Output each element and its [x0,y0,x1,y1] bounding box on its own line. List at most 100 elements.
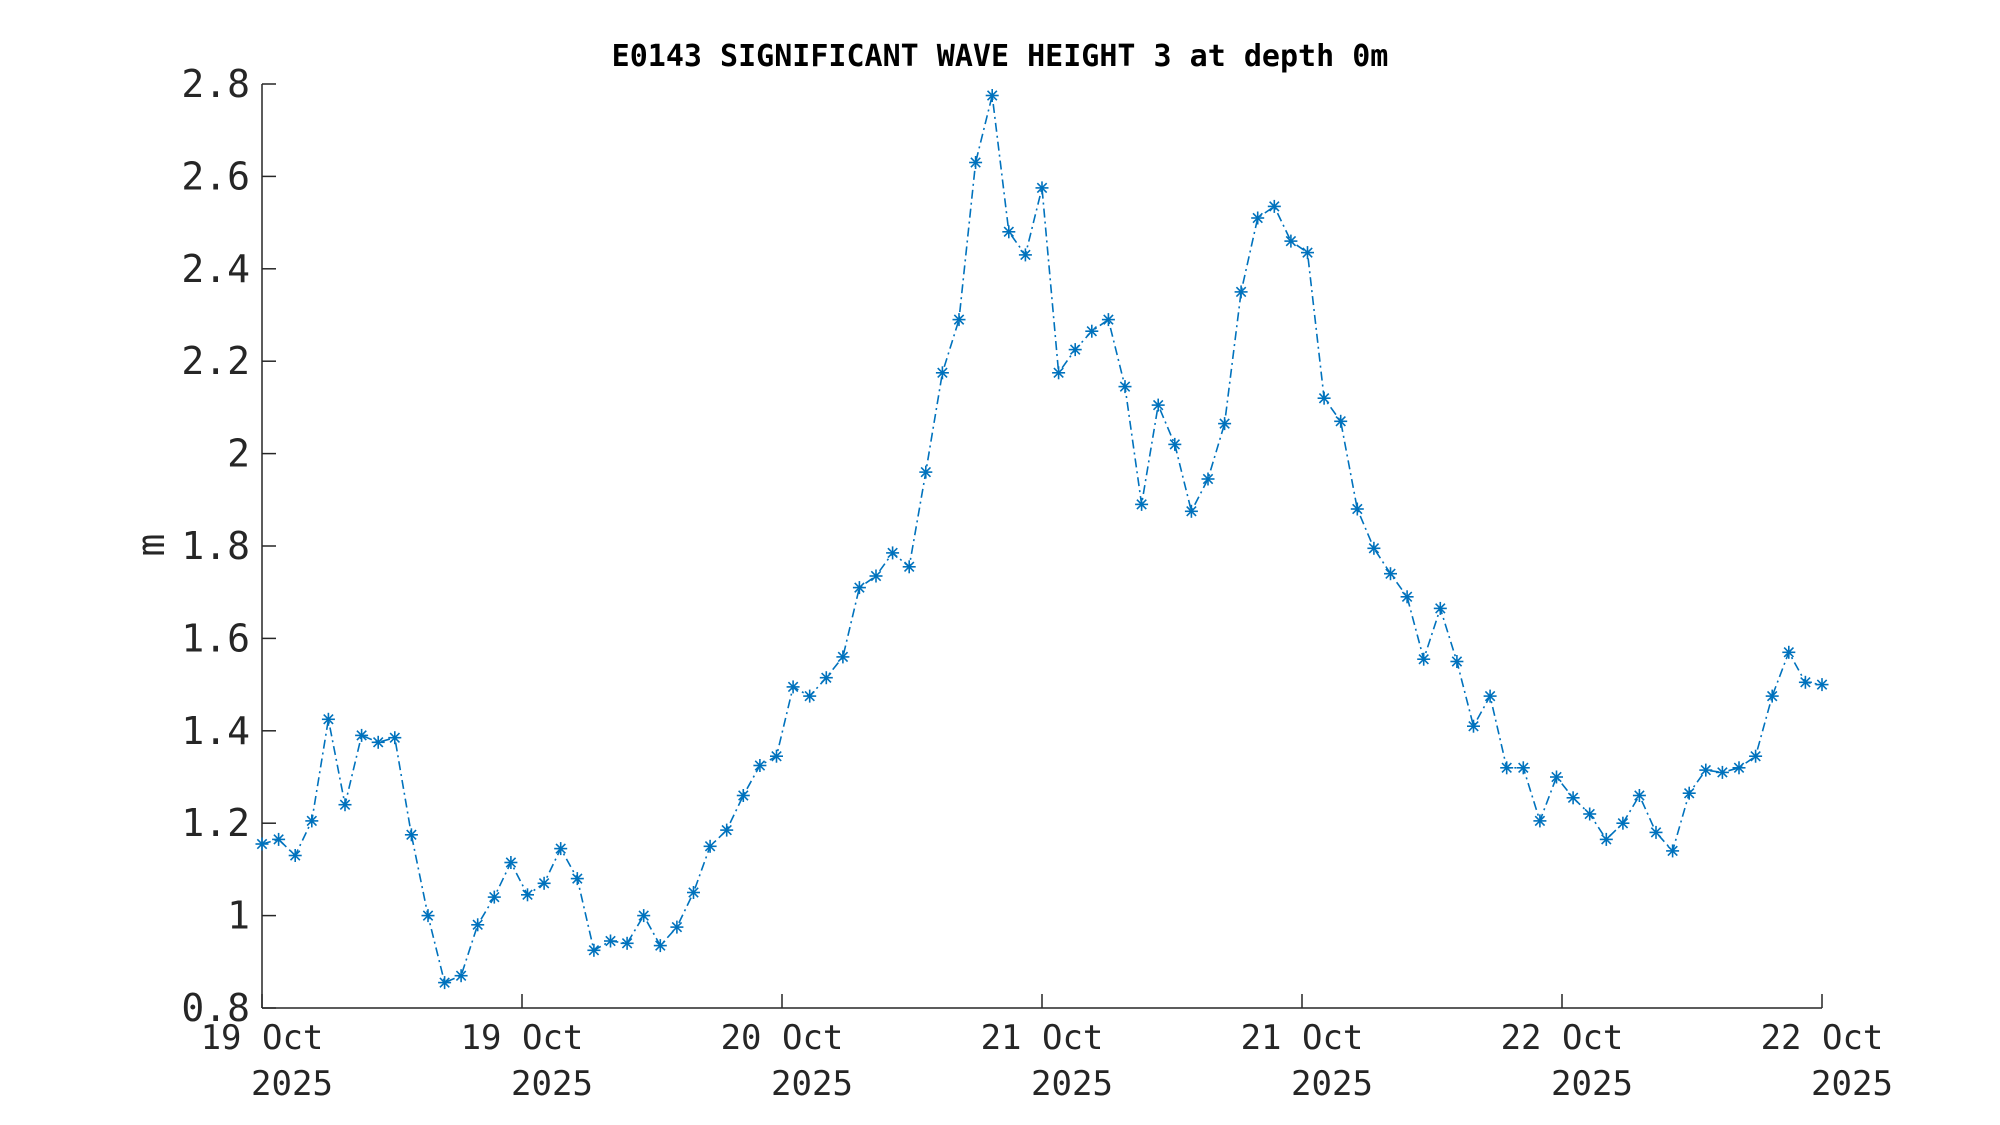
data-point [371,735,385,749]
data-point [487,890,501,904]
data-point [504,856,518,869]
data-point [1550,770,1563,784]
data-point [736,789,750,802]
data-point [1018,248,1032,262]
y-axis-label: m [129,534,173,557]
data-point [1749,749,1763,763]
data-point [803,689,817,703]
data-point [355,728,369,742]
x-tick-label-year: 2025 [1551,1064,1633,1104]
data-point [935,366,949,380]
y-tick-label: 2.2 [181,339,250,383]
data-point [852,581,866,595]
x-tick-label-year: 2025 [771,1064,853,1104]
x-tick-label-year: 2025 [1811,1064,1893,1104]
data-point [720,823,734,837]
x-tick-label-date: 22 Oct [1501,1018,1624,1058]
data-point [537,876,551,890]
data-point [1334,414,1348,428]
x-ticks: 19 Oct 2025 19 Oct 2025 20 Oct 2025 21 Oct 2025… [201,994,1893,1104]
data-point [288,849,302,862]
data-point [1500,761,1514,775]
y-tick-label: 2.8 [181,62,250,106]
data-point [985,89,999,102]
data-point [305,814,319,828]
data-point [1317,391,1331,405]
data-point [1201,472,1215,486]
data-point [272,832,286,846]
x-tick-label-date: 22 Oct [1761,1018,1884,1058]
data-point [1682,786,1696,800]
data-point [1616,816,1630,830]
data-point [1135,497,1149,511]
data-point [919,465,933,479]
data-point [1699,763,1713,777]
data-point [969,156,983,169]
data-point [1599,832,1613,846]
data-point [1184,504,1198,518]
data-point [1284,234,1298,248]
data-point [1218,417,1232,431]
y-tick-label: 1.6 [181,616,250,660]
data-point [1765,689,1779,703]
data-point [836,650,850,664]
data-point [1068,343,1082,357]
data-point [1649,825,1663,839]
data-point [1118,380,1132,394]
data-point [1101,313,1115,327]
data-point [1267,199,1281,213]
data-point [1483,689,1497,703]
data-point [1516,761,1530,775]
x-tick-label-date: 19 Oct [461,1018,584,1058]
data-point [869,569,883,583]
data-point [338,798,352,812]
data-point [952,313,966,327]
y-tick-label: 0.8 [181,986,250,1030]
x-tick-label-year: 2025 [511,1064,593,1104]
data-point [1400,590,1414,604]
data-point [902,560,916,574]
data-point [1002,225,1016,239]
data-point [321,712,335,726]
data-point [521,888,534,902]
data-point [570,872,584,886]
data-point [1052,366,1066,380]
data-point [1301,246,1314,260]
data-point [388,731,402,745]
data-point [1666,844,1680,858]
y-tick-label: 1 [227,894,250,938]
x-tick-label-date: 20 Oct [721,1018,844,1058]
y-tick-label: 1.2 [181,801,250,845]
y-tick-label: 1.4 [181,709,250,753]
data-point [1251,211,1265,225]
y-tick-label: 1.8 [181,524,250,568]
data-point [471,918,485,932]
y-tick-label: 2 [227,432,250,476]
data-point [1715,765,1729,779]
data-point [1367,541,1381,555]
data-point [886,546,900,560]
data-point [1632,789,1646,802]
x-tick-label-year: 2025 [251,1064,333,1104]
x-tick-label-date: 19 Oct [201,1018,324,1058]
data-point [1417,652,1431,666]
data-point [1815,678,1829,692]
y-ticks: 0.8 1 1.2 1.4 1.6 1.8 2 2.2 2.4 2.6 2.8 [181,62,276,1030]
data-point [1583,807,1597,821]
data-point [1085,324,1099,338]
data-point [1782,645,1796,659]
data-point [438,976,452,990]
data-point [1151,398,1165,412]
data-point [670,920,684,934]
series-wave-height [255,89,1829,990]
data-point [1433,601,1447,615]
data-point [454,969,468,983]
y-tick-label: 2.4 [181,247,250,291]
data-point [620,936,634,950]
y-tick-label: 2.6 [181,154,250,198]
data-point [786,680,800,694]
data-point [1384,567,1397,581]
data-point [587,943,601,957]
data-point [703,839,717,853]
